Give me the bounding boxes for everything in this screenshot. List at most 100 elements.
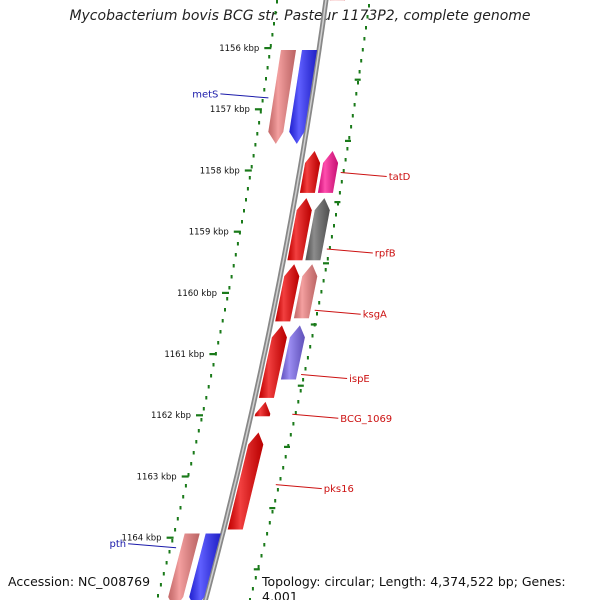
axis-dot	[348, 136, 351, 140]
axis-dot	[306, 356, 309, 360]
axis-tick-label: 1161 kbp	[164, 350, 204, 360]
gene-label-mets: metS	[192, 89, 218, 100]
axis-dot	[311, 334, 314, 338]
axis-tick-minor	[334, 201, 341, 204]
gene-label-ispe: ispE	[349, 374, 370, 385]
axis-dot	[282, 466, 285, 470]
gene-label-ksga: ksgA	[363, 310, 387, 321]
axis-dot	[192, 451, 195, 455]
gene-arrow[interactable]	[168, 533, 200, 600]
axis-dot	[304, 367, 307, 371]
axis-dot	[200, 418, 203, 422]
axis-dot	[250, 165, 253, 169]
axis-tick-minor	[323, 262, 329, 265]
axis-dot	[292, 422, 295, 426]
axis-tick-label: 1162 kbp	[151, 411, 191, 421]
axis-dot	[226, 297, 229, 301]
gene-arrow[interactable]	[287, 198, 312, 261]
gene-arrow-pks16[interactable]	[227, 432, 264, 530]
backbone-highlight	[204, 0, 327, 600]
axis-dot	[259, 110, 262, 114]
axis-dot	[256, 132, 259, 136]
axis-tick-label: 1156 kbp	[219, 44, 259, 54]
axis-dot	[202, 407, 205, 411]
axis-dot	[212, 363, 215, 367]
axis-dot	[157, 594, 159, 598]
gene-arrow[interactable]	[329, 0, 345, 1]
axis-dot	[330, 235, 333, 239]
label-leader-line	[326, 248, 373, 254]
axis-tick-minor	[284, 445, 290, 448]
axis-dot	[197, 429, 200, 433]
gene-labels: metS tatD rpfB ksgA ispE BCG_1069 pks16 pth	[109, 89, 410, 550]
axis-dot	[355, 92, 358, 96]
axis-dot	[268, 521, 271, 525]
axis-dot	[210, 374, 213, 378]
axis-dot	[299, 389, 302, 393]
axis-dot	[350, 125, 353, 129]
gene-arrow-ksga[interactable]	[293, 264, 318, 319]
axis-tick-label: 1164 kbp	[122, 534, 162, 544]
gene-arrow[interactable]	[299, 151, 321, 193]
axis-dot	[195, 440, 198, 444]
axis-dot	[358, 70, 361, 74]
axis-tick	[264, 47, 272, 50]
gene-label-rpfb: rpfB	[375, 249, 396, 260]
gene-arrow[interactable]	[268, 50, 296, 144]
axis-dot	[245, 198, 247, 202]
axis-dot	[261, 99, 264, 103]
gene-arrow-pth[interactable]	[189, 533, 221, 600]
axis-dot	[165, 561, 168, 565]
axis-dot	[302, 378, 305, 382]
axis-dot	[249, 598, 251, 600]
gene-arrow-mets[interactable]	[289, 50, 317, 144]
axis-dot	[297, 400, 300, 404]
gene-features[interactable]	[168, 0, 345, 600]
axis-dot	[294, 411, 297, 415]
axis-dot	[366, 15, 369, 19]
axis-dot	[266, 66, 269, 70]
axis-dot	[268, 55, 271, 59]
axis-tick-label: 1160 kbp	[177, 289, 217, 299]
gene-arrow-tatd[interactable]	[317, 151, 339, 193]
axis-dot	[320, 290, 323, 294]
gene-arrow-rpfb[interactable]	[305, 198, 330, 261]
axis-tick-minor	[253, 568, 260, 571]
axis-dot	[217, 341, 220, 345]
axis-dot	[241, 220, 243, 224]
axis-dot	[243, 209, 245, 213]
axis-dot	[271, 33, 274, 37]
label-leader-line	[314, 309, 361, 315]
axis-dot	[363, 37, 366, 41]
axis-dot	[228, 286, 231, 290]
axis-dot	[269, 44, 272, 48]
axis-tick-minor	[310, 323, 317, 326]
axis-dot	[351, 114, 354, 118]
label-leader-line	[301, 374, 348, 379]
axis-dot	[279, 477, 282, 481]
gene-arrow[interactable]	[258, 325, 287, 398]
axis-dot	[360, 59, 363, 63]
gene-arrow-bcg-1069[interactable]	[254, 401, 271, 417]
axis-dot	[309, 345, 312, 349]
axis-dot	[335, 213, 337, 217]
axis-dot	[184, 484, 187, 488]
gene-arrow-ispe[interactable]	[280, 325, 305, 380]
axis-dot	[266, 532, 269, 536]
axis-dot	[273, 22, 275, 26]
axis-tick-minor	[297, 384, 304, 387]
label-leader-line	[220, 93, 269, 99]
axis-dot	[171, 539, 174, 543]
axis-tick-minor	[269, 507, 276, 510]
axis-dot	[236, 242, 239, 246]
axis-dot	[254, 576, 257, 580]
axis-dot	[179, 506, 182, 510]
axis-dot	[265, 77, 267, 81]
axis-dot	[159, 583, 162, 587]
gene-arrow[interactable]	[275, 264, 300, 322]
axis-dot	[263, 543, 266, 547]
axis-tick-label: 1158 kbp	[200, 166, 240, 176]
axis-tick	[196, 414, 203, 417]
axis-dot	[328, 246, 331, 250]
